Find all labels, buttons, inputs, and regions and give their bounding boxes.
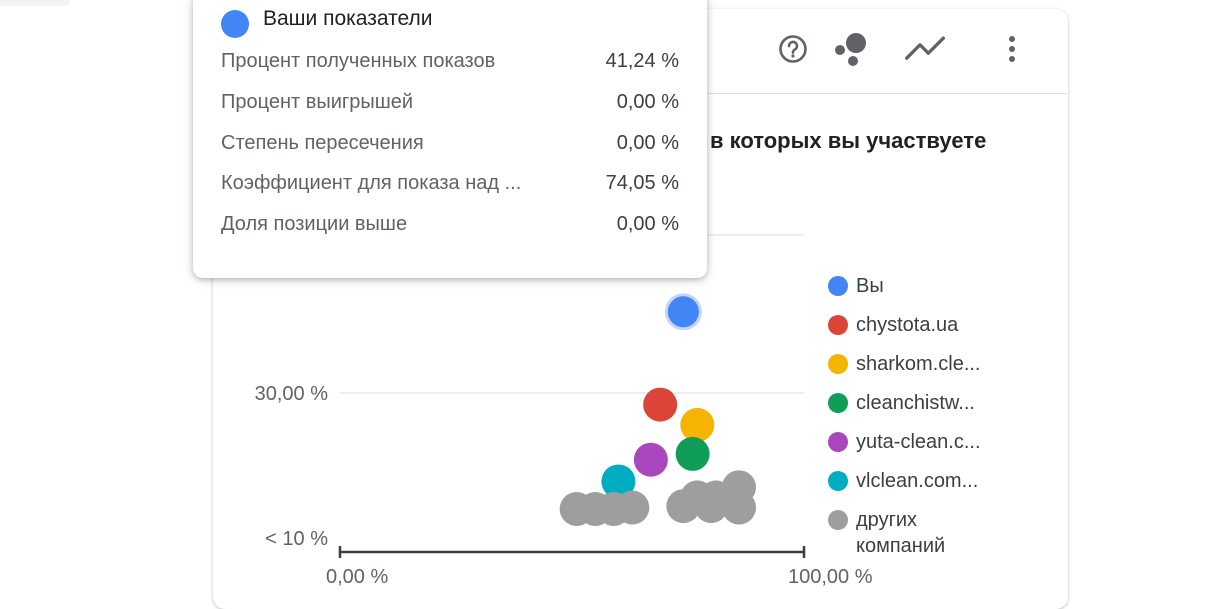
data-point (664, 293, 702, 331)
scatter-chart: < 10 % 30,00 % 0,00 % 100,00 % (255, 234, 873, 588)
tooltip-row-label: Степень пересечения (221, 132, 424, 154)
data-point (633, 442, 668, 477)
legend-dot (828, 315, 848, 335)
tooltip-row: Степень пересечения 0,00 % (221, 132, 679, 160)
help-button[interactable] (773, 29, 813, 69)
tooltip-series-dot (221, 10, 249, 38)
tooltip-row-value: 0,00 % (616, 132, 679, 154)
data-point (675, 436, 710, 471)
y-tick-label: < 10 % (265, 528, 328, 550)
legend-dot (828, 432, 848, 452)
tooltip-row-label: Процент выигрышей (221, 91, 414, 113)
tooltip-row-value: 0,00 % (616, 213, 679, 235)
page-edge (0, 0, 70, 6)
tooltip-row: Коэффициент для показа над ... 74,05 % (221, 172, 679, 200)
card-title: в которых вы участвуете (710, 128, 987, 153)
legend-label: sharkom.cle... (856, 353, 981, 375)
legend-label: cleanchistw... (856, 392, 975, 414)
data-point (601, 464, 636, 499)
trending-line-icon (905, 36, 945, 60)
legend-dot (828, 510, 848, 530)
tooltip-row-value: 41,24 % (605, 50, 679, 72)
more-options-button[interactable] (992, 29, 1032, 69)
tooltip-row: Доля позиции выше 0,00 % (221, 213, 679, 241)
metrics-tooltip: Ваши показатели Процент полученных показ… (193, 0, 707, 278)
legend-dot (828, 471, 848, 491)
tooltip-row: Процент полученных показов 41,24 % (221, 50, 679, 78)
legend-label: chystota.ua (856, 314, 959, 336)
tooltip-row-value: 74,05 % (605, 172, 679, 194)
x-tick-label: 0,00 % (326, 566, 388, 588)
data-point (722, 490, 757, 525)
data-point (694, 489, 729, 524)
data-point (615, 490, 650, 525)
data-point (643, 387, 678, 422)
help-circle-icon (779, 35, 807, 63)
x-tick-label: 100,00 % (788, 566, 873, 588)
legend-label: других компаний (856, 509, 946, 557)
tooltip-row-value: 0,00 % (616, 91, 679, 113)
tooltip-title: Ваши показатели (263, 7, 433, 30)
tooltip-row-label: Процент полученных показов (221, 50, 496, 72)
data-point (680, 407, 715, 442)
more-vertical-icon (1009, 36, 1015, 62)
legend-dot (828, 276, 848, 296)
legend-dot (828, 354, 848, 374)
y-tick-label: 30,00 % (255, 383, 329, 405)
tooltip-row: Процент выигрышей 0,00 % (221, 91, 679, 119)
legend-label: yuta-clean.c... (856, 431, 981, 453)
legend-dot (828, 393, 848, 413)
trend-view-button[interactable] (905, 29, 945, 69)
bubble-chart-icon (835, 33, 866, 66)
bubble-view-button[interactable] (831, 29, 871, 69)
legend-label: vlclean.com... (856, 470, 979, 492)
tooltip-row-label: Доля позиции выше (221, 213, 408, 235)
tooltip-row-label: Коэффициент для показа над ... (221, 172, 522, 194)
legend-label: Вы (856, 275, 884, 297)
